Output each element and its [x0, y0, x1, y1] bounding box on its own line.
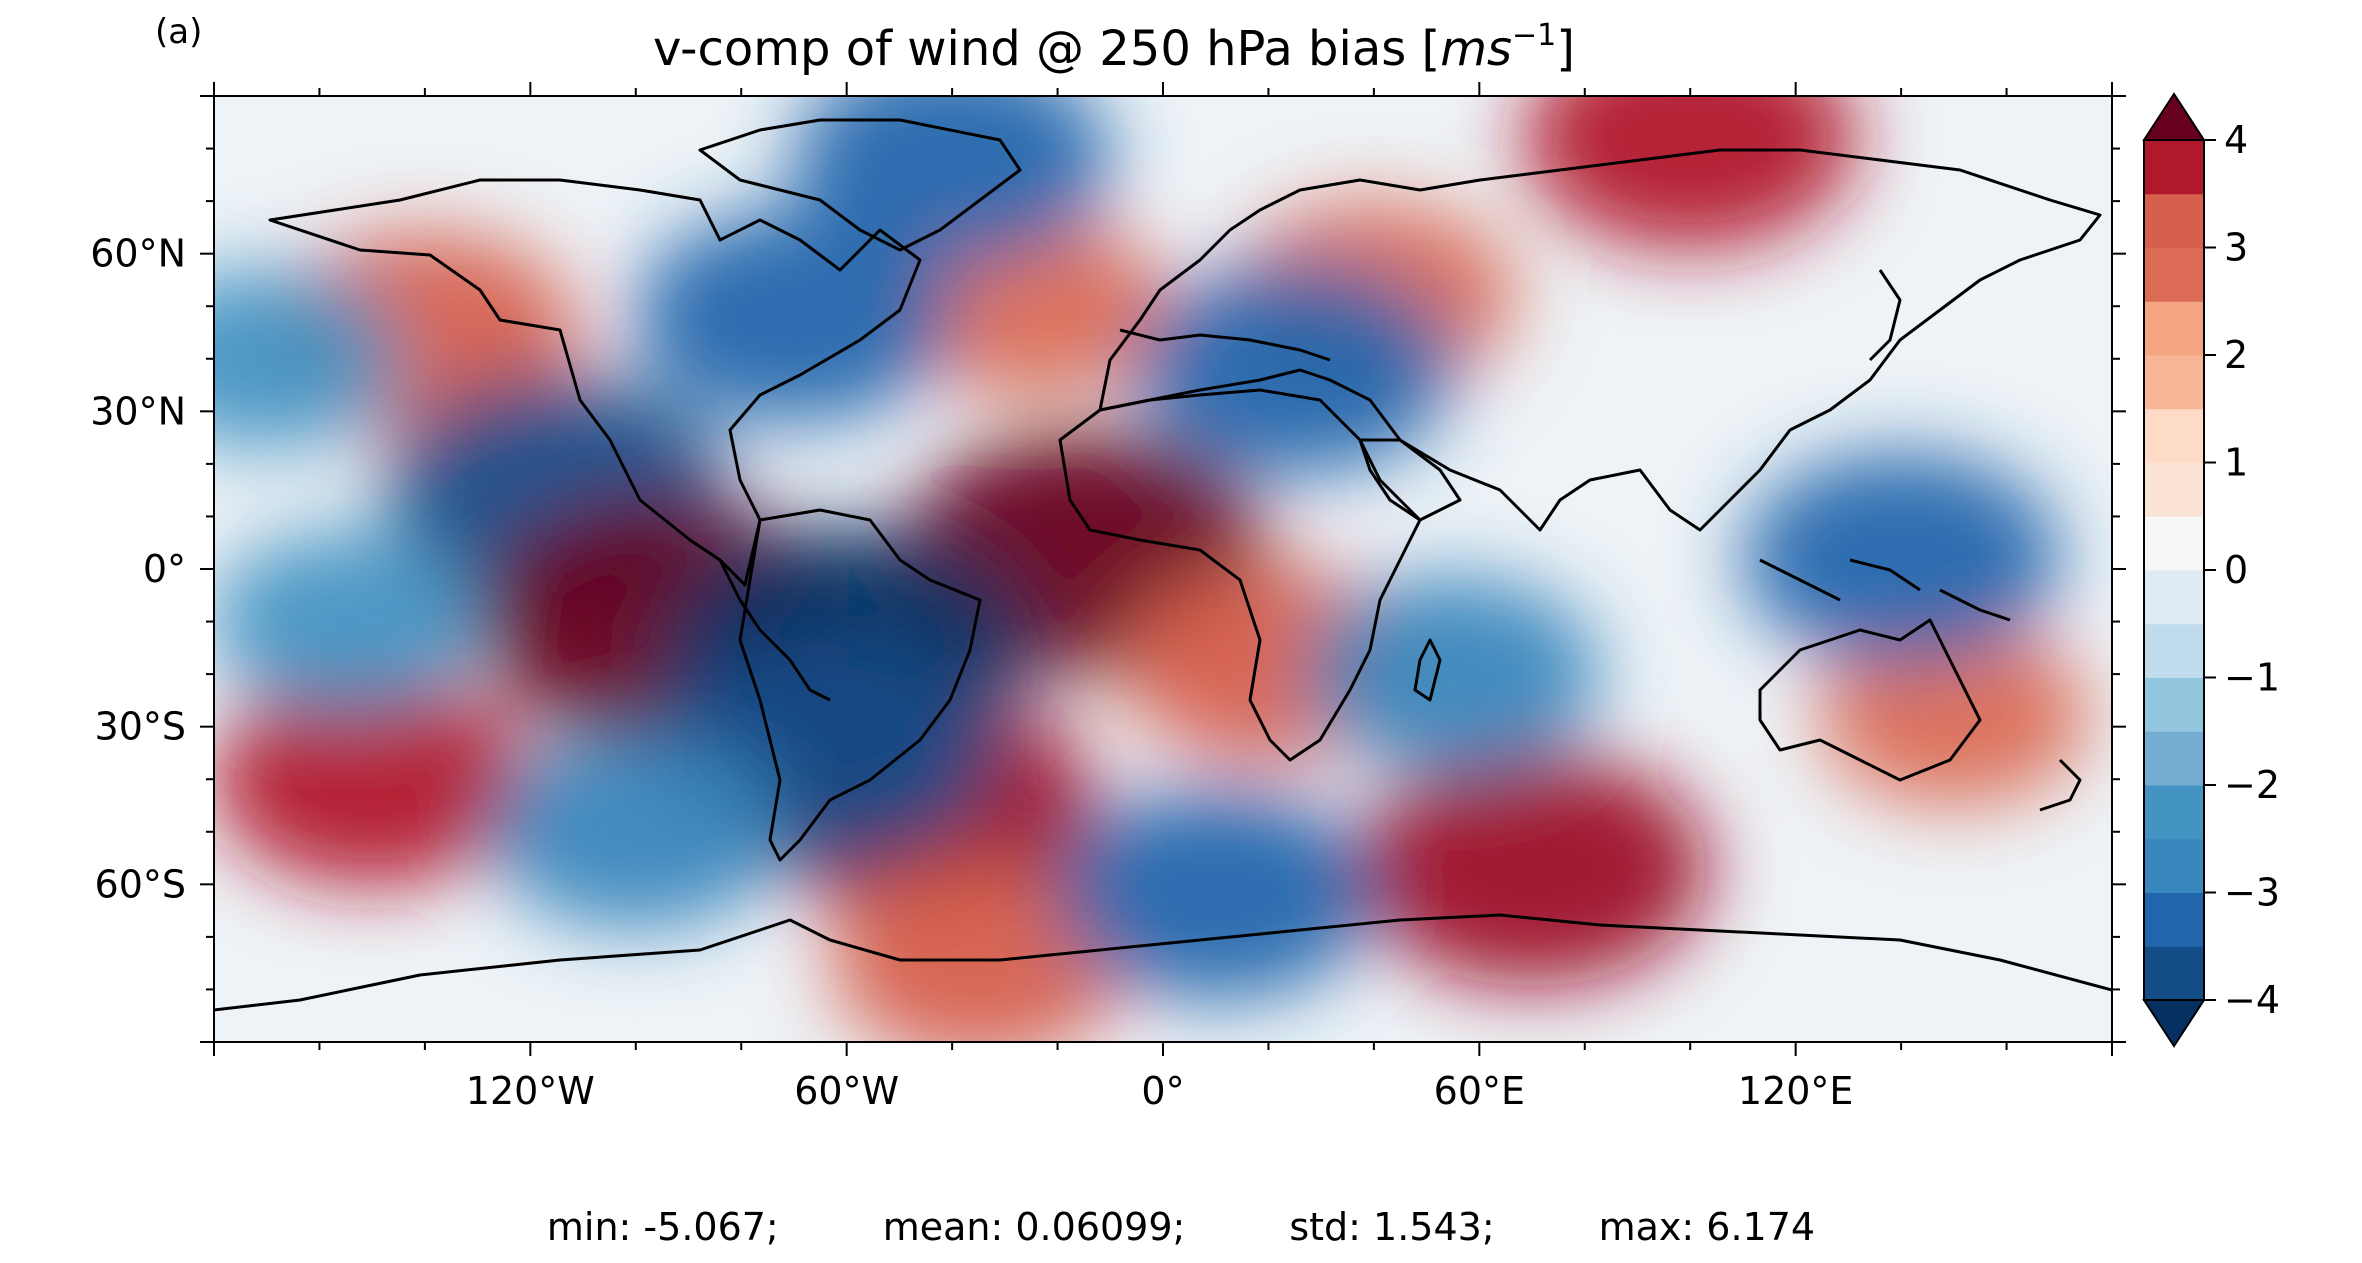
coastline-africa: [1058, 388, 1422, 762]
y-tick-label: 60°S: [95, 862, 186, 906]
colorbar-segment: [2144, 570, 2204, 625]
colorbar-segment: [2144, 623, 2204, 678]
x-tick-label: 60°W: [794, 1069, 899, 1113]
stats-line: min: -5.067; mean: 0.06099; std: 1.543; max…: [0, 1205, 2362, 1249]
stat-min: min: -5.067;: [546, 1205, 779, 1249]
field-anomaly-18: [1056, 788, 1376, 1002]
colorbar-tick-label: −1: [2224, 656, 2280, 700]
coastline-australia: [1758, 618, 1982, 782]
colorbar-tick-label: −3: [2224, 871, 2280, 915]
field-anomaly-21: [1305, 576, 1601, 773]
coastline-greenland: [698, 118, 1022, 252]
y-tick-label: 60°N: [90, 232, 186, 276]
field-anomaly-3: [214, 673, 532, 886]
stat-std: std: 1.543;: [1289, 1205, 1495, 1249]
colorbar-segment: [2144, 462, 2204, 517]
coastline-arabia: [1358, 438, 1462, 522]
map-ticks: 120°W 60°W 0° 60°E 120°E 60°N 30°N 0° 30°S 60°S: [90, 82, 2126, 1113]
colorbar-tick-label: 2: [2224, 333, 2248, 377]
panel-label: (a): [155, 12, 203, 52]
y-tick-label: 0°: [143, 547, 186, 591]
coastline-madagascar: [1413, 638, 1442, 702]
field-anomaly-5: [831, 865, 1126, 1042]
colorbar-segment: [2144, 193, 2204, 248]
colorbar-segment: [2144, 301, 2204, 356]
field-anomaly-19: [488, 733, 783, 930]
title-prefix: v-comp of wind @ 250 hPa bias [: [653, 21, 1441, 77]
field-anomaly-9: [1523, 96, 1857, 250]
coastline-antarctica: [214, 913, 2112, 1012]
colorbar-segment: [2144, 677, 2204, 732]
title-unit: ms: [1440, 21, 1512, 77]
colorbar-extend-max: [2142, 92, 2206, 141]
x-tick-label: 120°W: [466, 1069, 595, 1113]
x-tick-label: 0°: [1141, 1069, 1184, 1113]
field-anomaly-20: [1741, 452, 2061, 665]
coastline-north-america: [268, 178, 922, 587]
colorbar-segment: [2144, 408, 2204, 463]
colorbar-segment: [2144, 785, 2204, 840]
colorbar-segment: [2144, 516, 2204, 571]
map-title: v-comp of wind @ 250 hPa bias [ms−1]: [214, 18, 2014, 77]
field-anomaly-15: [634, 210, 954, 423]
y-tick-label: 30°N: [90, 389, 186, 433]
colorbar-tick-label: −2: [2224, 763, 2280, 807]
colorbar-segment: [2144, 838, 2204, 893]
title-unit-exponent: −1: [1511, 18, 1557, 53]
coastline-central-america: [689, 538, 831, 702]
colorbar-tick-label: −4: [2224, 978, 2280, 1022]
title-suffix: ]: [1556, 21, 1575, 77]
coastline-maritime-continent: [1759, 558, 2011, 622]
coastline-south-america: [738, 508, 982, 862]
colorbar: 4 3 2 1 0 −1 −2 −3 −4: [2142, 92, 2280, 1048]
colorbar-tick-label: 1: [2224, 441, 2248, 485]
coastline-new-zealand: [2039, 758, 2082, 812]
coastlines: [214, 118, 2112, 1012]
field-anomaly-12: [1818, 626, 2089, 807]
colorbar-segment: [2144, 731, 2204, 786]
bias-field: [214, 96, 2089, 1042]
colorbar-segment: [2144, 247, 2204, 302]
field-anomaly-8: [1355, 751, 1709, 987]
colorbar-segment: [2144, 892, 2204, 947]
colorbar-segment: [2144, 140, 2204, 195]
stat-max: max: 6.174: [1598, 1205, 1816, 1249]
coastline-mediterranean: [1119, 328, 1331, 362]
y-tick-label: 30°S: [95, 705, 186, 749]
field-anomaly-16: [792, 96, 1112, 266]
colorbar-tick-label: 4: [2224, 118, 2248, 162]
coastline-japan: [1868, 269, 1902, 362]
colorbar-extend-min: [2142, 999, 2206, 1048]
field-anomaly-22: [214, 268, 402, 449]
colorbar-segment: [2144, 355, 2204, 410]
colorbar-tick-label: 0: [2224, 548, 2248, 592]
field-anomaly-23: [214, 531, 481, 712]
x-tick-label: 60°E: [1434, 1069, 1525, 1113]
colorbar-segment: [2144, 946, 2204, 1001]
stat-mean: mean: 0.06099;: [882, 1205, 1186, 1249]
coastline-eurasia: [1098, 148, 2102, 532]
colorbar-tick-label: 3: [2224, 226, 2248, 270]
field-anomaly-17: [1135, 263, 1455, 476]
x-tick-label: 120°E: [1738, 1069, 1854, 1113]
